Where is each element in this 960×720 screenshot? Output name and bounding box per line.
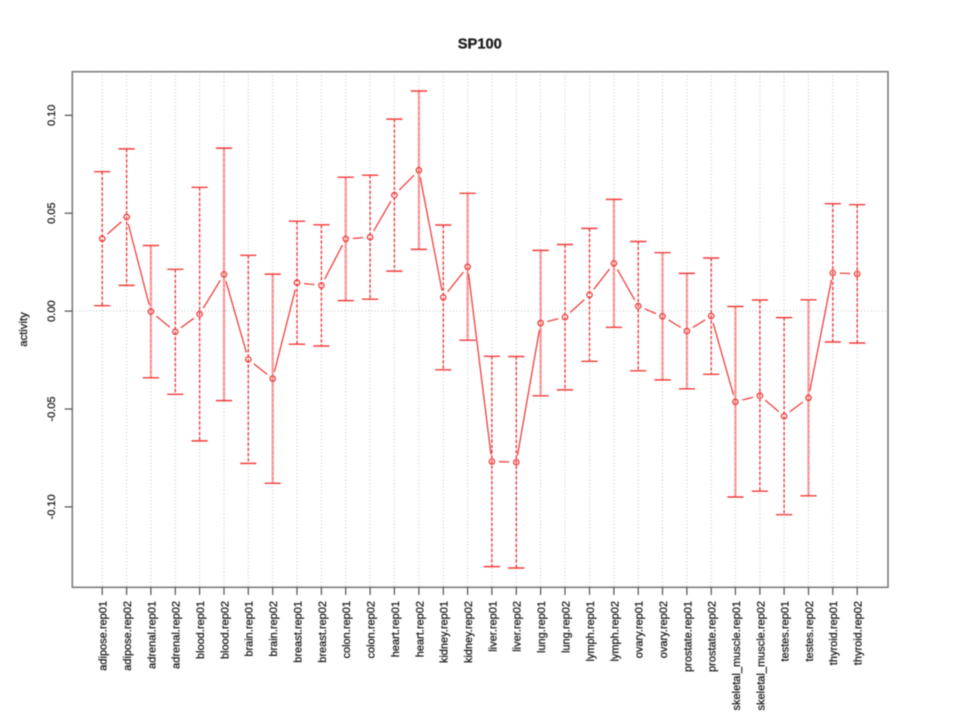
svg-text:testes.rep01: testes.rep01 (780, 601, 792, 662)
svg-text:0.10: 0.10 (46, 105, 58, 126)
svg-text:thyroid.rep02: thyroid.rep02 (853, 601, 865, 665)
svg-text:lung.rep02: lung.rep02 (560, 601, 572, 653)
svg-text:liver.rep01: liver.rep01 (487, 601, 499, 652)
svg-text:-0.10: -0.10 (46, 494, 58, 519)
svg-text:breast.rep02: breast.rep02 (317, 601, 329, 663)
svg-text:ovary.rep01: ovary.rep01 (634, 601, 646, 658)
svg-text:breast.rep01: breast.rep01 (292, 601, 304, 663)
svg-text:heart.rep01: heart.rep01 (390, 601, 402, 657)
svg-text:0.00: 0.00 (46, 300, 58, 321)
svg-text:0.05: 0.05 (46, 202, 58, 223)
svg-text:activity: activity (18, 312, 30, 347)
svg-text:skeletal_muscle.rep01: skeletal_muscle.rep01 (731, 601, 743, 710)
svg-text:ovary.rep02: ovary.rep02 (658, 601, 670, 658)
svg-text:lymph.rep02: lymph.rep02 (609, 601, 621, 662)
svg-text:blood.rep01: blood.rep01 (195, 601, 207, 659)
svg-text:adipose.rep01: adipose.rep01 (98, 601, 110, 671)
svg-text:adipose.rep02: adipose.rep02 (122, 601, 134, 671)
svg-text:blood.rep02: blood.rep02 (219, 601, 231, 659)
svg-text:adrenal.rep02: adrenal.rep02 (171, 601, 183, 669)
svg-text:testes.rep02: testes.rep02 (804, 601, 816, 662)
svg-text:thyroid.rep01: thyroid.rep01 (828, 601, 840, 665)
svg-text:prostate.rep01: prostate.rep01 (682, 601, 694, 672)
svg-text:SP100: SP100 (458, 37, 502, 53)
svg-text:brain.rep01: brain.rep01 (244, 601, 256, 657)
svg-text:colon.rep02: colon.rep02 (366, 601, 378, 659)
svg-text:brain.rep02: brain.rep02 (268, 601, 280, 657)
svg-text:-0.05: -0.05 (46, 396, 58, 421)
svg-text:kidney.rep01: kidney.rep01 (439, 601, 451, 663)
svg-text:colon.rep01: colon.rep01 (341, 601, 353, 659)
svg-text:skeletal_muscle.rep02: skeletal_muscle.rep02 (755, 601, 767, 710)
svg-text:kidney.rep02: kidney.rep02 (463, 601, 475, 663)
svg-text:liver.rep02: liver.rep02 (512, 601, 524, 652)
svg-text:adrenal.rep01: adrenal.rep01 (146, 601, 158, 669)
svg-text:heart.rep02: heart.rep02 (414, 601, 426, 657)
svg-text:lung.rep01: lung.rep01 (536, 601, 548, 653)
svg-text:lymph.rep01: lymph.rep01 (585, 601, 597, 662)
svg-text:prostate.rep02: prostate.rep02 (707, 601, 719, 672)
